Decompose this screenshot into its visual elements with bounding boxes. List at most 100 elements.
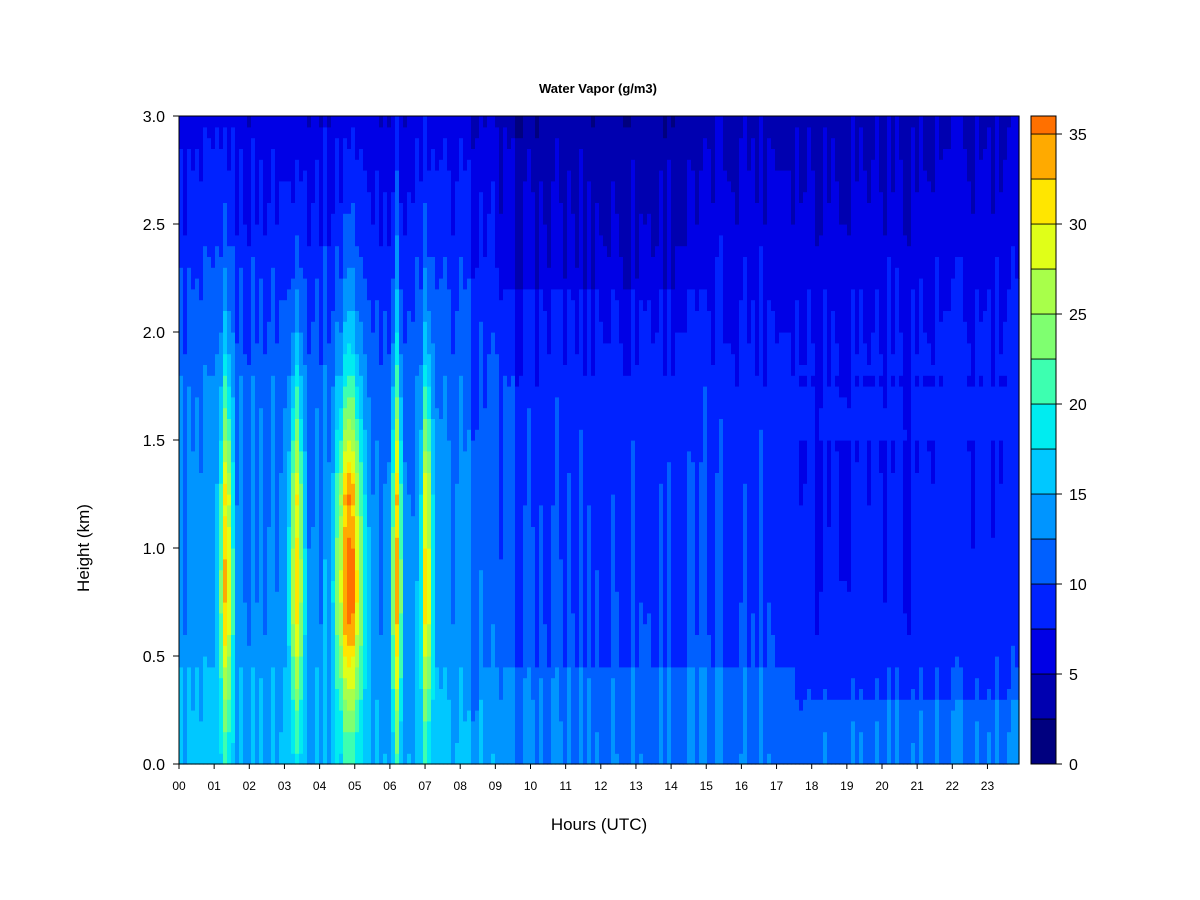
heatmap-cell xyxy=(295,504,300,538)
heatmap-cell xyxy=(207,116,212,139)
heatmap-cell xyxy=(671,666,676,765)
heatmap-cell xyxy=(563,364,568,668)
heatmap-cell xyxy=(935,256,940,668)
heatmap-cell xyxy=(363,429,368,495)
heatmap-cell xyxy=(763,116,768,225)
heatmap-cell xyxy=(259,407,264,679)
heatmap-cell xyxy=(355,666,360,700)
heatmap-cell xyxy=(807,126,812,290)
heatmap-cell xyxy=(931,483,936,700)
heatmap-cell xyxy=(619,256,624,344)
heatmap-cell xyxy=(843,396,848,441)
heatmap-cell xyxy=(787,332,792,668)
heatmap-cell xyxy=(923,116,928,171)
heatmap-cell xyxy=(611,677,616,765)
heatmap-cell xyxy=(491,180,496,333)
heatmap-cell xyxy=(183,234,188,355)
heatmap-cell xyxy=(635,666,640,765)
heatmap-cell xyxy=(579,666,584,765)
heatmap-cell xyxy=(247,245,252,365)
heatmap-cell xyxy=(431,256,436,344)
heatmap-cell xyxy=(847,699,852,765)
heatmap-cell xyxy=(919,666,924,711)
heatmap-cell xyxy=(839,396,844,441)
heatmap-cell xyxy=(607,342,612,668)
heatmap-cell xyxy=(507,288,512,387)
heatmap-cell xyxy=(851,288,856,679)
y-tick-label: 2.5 xyxy=(143,217,165,234)
heatmap-cell xyxy=(199,472,204,722)
heatmap-cell xyxy=(291,116,296,203)
heatmap-cell xyxy=(383,191,388,311)
heatmap-cell xyxy=(887,699,892,765)
heatmap-cell xyxy=(275,116,280,225)
heatmap-cell xyxy=(427,116,432,171)
heatmap-cell xyxy=(707,148,712,311)
heatmap-cell xyxy=(895,666,900,700)
heatmap-cell xyxy=(659,116,664,171)
heatmap-cell xyxy=(399,483,404,560)
heatmap-cell xyxy=(687,288,692,452)
heatmap-cell xyxy=(439,418,444,689)
x-tick-label: 06 xyxy=(383,779,397,793)
heatmap-cell xyxy=(355,602,360,635)
heatmap-cell xyxy=(283,299,288,409)
heatmap-cell xyxy=(987,731,992,765)
heatmap-cell xyxy=(923,332,928,376)
heatmap-cell xyxy=(223,645,228,668)
heatmap-cell xyxy=(915,440,920,473)
heatmap-cell xyxy=(347,440,352,463)
heatmap-cell xyxy=(215,245,220,355)
heatmap-cell xyxy=(839,440,844,581)
heatmap-cell xyxy=(867,364,872,376)
heatmap-cell xyxy=(455,742,460,765)
heatmap-cell xyxy=(419,116,424,182)
heatmap-cell xyxy=(787,116,792,171)
heatmap-cell xyxy=(923,170,928,333)
heatmap-cell xyxy=(891,116,896,193)
heatmap-cell xyxy=(943,310,948,700)
heatmap-cell xyxy=(927,342,932,376)
heatmap-cell xyxy=(423,472,428,549)
heatmap-cell xyxy=(331,472,336,581)
heatmap-cell xyxy=(219,332,224,387)
heatmap-cell xyxy=(927,386,932,441)
heatmap-cell xyxy=(363,494,368,689)
heatmap-cell xyxy=(231,245,236,333)
heatmap-cell xyxy=(835,342,840,376)
heatmap-cell xyxy=(219,440,224,484)
heatmap-cell xyxy=(751,612,756,765)
heatmap-cell xyxy=(347,375,352,398)
heatmap-cell xyxy=(571,612,576,765)
heatmap-cell xyxy=(827,116,832,203)
heatmap-cell xyxy=(391,191,396,279)
heatmap-cell xyxy=(779,116,784,171)
heatmap-cell xyxy=(435,407,440,668)
heatmap-cell xyxy=(639,116,644,214)
heatmap-cell xyxy=(563,116,568,279)
heatmap-cell xyxy=(951,666,956,711)
heatmap-cell xyxy=(387,461,392,765)
heatmap-cell xyxy=(515,288,520,387)
heatmap-cell xyxy=(371,116,376,225)
heatmap-cell xyxy=(207,256,212,376)
heatmap-cell xyxy=(591,375,596,668)
heatmap-cell xyxy=(959,256,964,668)
heatmap-cell xyxy=(219,386,224,441)
heatmap-cell xyxy=(843,580,848,700)
heatmap-cell xyxy=(823,731,828,765)
heatmap-cell xyxy=(407,494,412,754)
x-tick-label: 23 xyxy=(981,779,995,793)
heatmap-cell xyxy=(471,116,476,149)
heatmap-cell xyxy=(871,332,876,376)
heatmap-cell xyxy=(847,591,852,700)
heatmap-cell xyxy=(871,116,876,160)
heatmap-cell xyxy=(843,699,848,765)
heatmap-cell xyxy=(927,450,932,700)
heatmap-cell xyxy=(191,170,196,290)
heatmap-cell xyxy=(843,116,848,225)
heatmap-cell xyxy=(855,375,860,387)
heatmap-cell xyxy=(439,278,444,419)
y-axis: 0.0 0.5 1.0 1.5 2.0 2.5 3.0 xyxy=(143,109,179,774)
heatmap-cell xyxy=(455,310,460,484)
